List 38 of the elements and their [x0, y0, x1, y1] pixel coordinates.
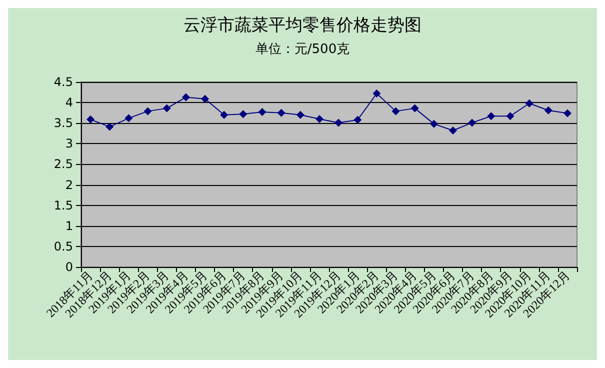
y-tick-label: 0.5: [54, 239, 73, 254]
point: [334, 118, 343, 127]
y-tick-label: 3: [65, 136, 73, 151]
point: [468, 118, 476, 127]
point: [220, 110, 228, 119]
chart-title: 云浮市蔬菜平均零售价格走势图: [184, 16, 422, 36]
point: [277, 108, 286, 117]
y-tick-label: 4.5: [54, 75, 73, 89]
point: [449, 126, 457, 135]
chart-subtitle: 单位：元/500克: [255, 42, 350, 57]
point: [162, 104, 171, 112]
point: [296, 110, 304, 119]
point: [315, 115, 324, 123]
point: [372, 90, 381, 98]
y-tick-label: 4: [65, 96, 73, 110]
point: [525, 99, 534, 108]
point: [144, 107, 152, 116]
point: [430, 120, 438, 128]
point: [86, 115, 95, 124]
y-tick-label: 1: [65, 218, 73, 233]
point: [544, 106, 552, 114]
point: [410, 104, 419, 112]
y-tick-label: 1.5: [54, 198, 73, 212]
point: [258, 108, 266, 116]
y-tick-label: 2.5: [54, 157, 73, 172]
y-tick-label: 2: [65, 178, 73, 192]
point: [201, 94, 209, 103]
point: [487, 112, 496, 120]
point: [239, 110, 248, 118]
y-tick-label: 0: [65, 260, 73, 274]
point: [124, 114, 133, 122]
point: [354, 116, 362, 124]
point: [182, 93, 190, 102]
point: [506, 112, 514, 120]
point: [392, 107, 400, 116]
point: [563, 109, 572, 118]
point: [106, 122, 114, 131]
y-tick-label: 3.5: [54, 116, 73, 130]
